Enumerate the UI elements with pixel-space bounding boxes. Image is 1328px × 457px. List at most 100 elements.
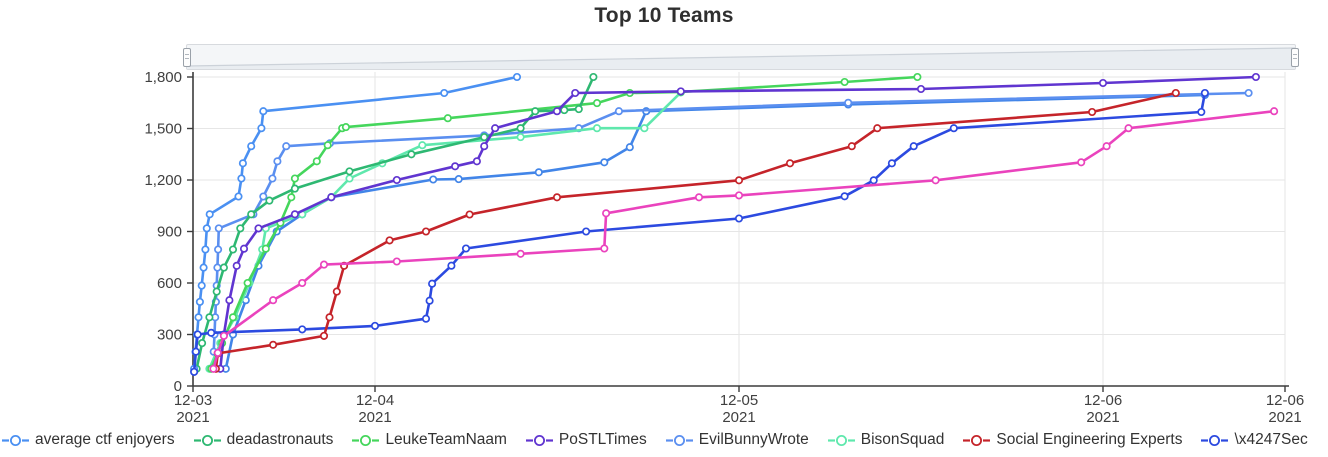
data-point-marker bbox=[228, 245, 238, 254]
data-point-marker bbox=[237, 174, 246, 183]
data-point-marker bbox=[847, 142, 856, 151]
data-point-marker bbox=[1270, 107, 1279, 116]
data-point-marker bbox=[254, 224, 263, 233]
data-point-marker bbox=[552, 193, 562, 202]
data-point-marker bbox=[298, 278, 307, 288]
data-point-marker bbox=[195, 297, 204, 306]
data-point-marker bbox=[190, 367, 199, 376]
data-point-marker bbox=[282, 142, 291, 151]
series-line bbox=[192, 75, 519, 371]
legend-marker-icon bbox=[963, 434, 991, 446]
legend: average ctf enjoyers deadastronauts LeukeT… bbox=[2, 431, 1328, 449]
data-point-marker bbox=[909, 142, 918, 151]
data-point-marker bbox=[392, 257, 401, 266]
legend-label: EvilBunnyWrote bbox=[698, 431, 809, 448]
data-point-marker bbox=[916, 84, 926, 94]
data-point-marker bbox=[429, 175, 438, 184]
data-point-marker bbox=[407, 150, 416, 159]
data-point-marker bbox=[640, 124, 649, 133]
data-point-marker bbox=[345, 174, 354, 183]
data-point-marker bbox=[1098, 78, 1108, 88]
legend-marker-icon bbox=[525, 434, 553, 446]
x-tick-label: 12-06 bbox=[1084, 392, 1122, 409]
data-point-marker bbox=[1077, 158, 1086, 167]
y-tick-label: 1,800 bbox=[144, 69, 182, 86]
data-point-marker bbox=[491, 124, 500, 133]
y-tick-label: 1,500 bbox=[144, 121, 182, 138]
x-tick-label: 12-03 bbox=[174, 392, 212, 409]
data-point-marker bbox=[1200, 88, 1209, 98]
y-tick-label: 0 bbox=[174, 378, 182, 395]
data-point-marker bbox=[193, 330, 202, 339]
range-slider-left-handle[interactable] bbox=[183, 48, 191, 67]
data-point-marker bbox=[1197, 107, 1206, 117]
range-slider-data-shadow bbox=[187, 47, 1295, 69]
data-point-marker bbox=[290, 174, 299, 183]
data-point-marker bbox=[194, 313, 203, 322]
data-point-marker bbox=[582, 227, 591, 236]
data-point-marker bbox=[625, 143, 634, 152]
data-point-marker bbox=[385, 236, 394, 245]
y-tick-label: 300 bbox=[157, 327, 182, 344]
data-point-marker bbox=[1088, 107, 1097, 117]
range-slider-right-handle[interactable] bbox=[1291, 48, 1299, 67]
legend-marker-icon bbox=[2, 434, 29, 446]
legend-label: LeukeTeamNaam bbox=[385, 431, 507, 448]
legend-item[interactable]: average ctf enjoyers bbox=[2, 431, 175, 449]
data-point-marker bbox=[213, 263, 222, 272]
data-point-marker bbox=[913, 72, 922, 82]
range-slider[interactable] bbox=[183, 44, 1299, 70]
legend-marker-icon bbox=[193, 434, 221, 446]
data-point-marker bbox=[516, 124, 525, 133]
data-point-marker bbox=[734, 214, 744, 223]
data-point-marker bbox=[887, 159, 896, 168]
data-point-marker bbox=[257, 124, 266, 133]
data-point-marker bbox=[480, 142, 489, 151]
legend-item[interactable]: Social Engineering Experts bbox=[963, 431, 1182, 449]
data-point-marker bbox=[197, 281, 206, 290]
series-line bbox=[212, 91, 1250, 354]
data-point-marker bbox=[298, 325, 307, 334]
data-point-marker bbox=[600, 158, 609, 167]
data-point-marker bbox=[734, 191, 744, 200]
legend-item[interactable]: BisonSquad bbox=[827, 431, 944, 449]
data-point-marker bbox=[345, 167, 354, 176]
legend-item[interactable]: \x4247Sec bbox=[1201, 431, 1308, 449]
series-line bbox=[192, 91, 1207, 374]
data-point-marker bbox=[785, 159, 795, 168]
data-point-marker bbox=[571, 88, 580, 98]
data-point-marker bbox=[614, 107, 623, 116]
data-point-marker bbox=[516, 249, 525, 258]
data-point-marker bbox=[273, 157, 282, 166]
data-point-marker bbox=[840, 77, 849, 87]
data-point-marker bbox=[232, 261, 241, 270]
data-point-marker bbox=[319, 260, 329, 269]
data-point-marker bbox=[516, 133, 525, 142]
data-point-marker bbox=[261, 244, 270, 253]
data-point-marker bbox=[202, 224, 211, 233]
data-point-marker bbox=[198, 339, 207, 348]
data-point-marker bbox=[844, 98, 853, 107]
legend-item[interactable]: PoSTLTimes bbox=[525, 431, 647, 449]
data-point-marker bbox=[319, 331, 329, 340]
legend-item[interactable]: LeukeTeamNaam bbox=[352, 431, 507, 449]
x-tick-label: 12-06 bbox=[1266, 392, 1304, 409]
x-tick-label-year: 2021 bbox=[176, 409, 209, 426]
data-point-marker bbox=[312, 157, 321, 166]
data-point-marker bbox=[199, 263, 208, 272]
legend-item[interactable]: deadastronauts bbox=[193, 431, 333, 449]
legend-item[interactable]: EvilBunnyWrote bbox=[665, 431, 809, 449]
data-point-marker bbox=[600, 244, 609, 253]
data-point-marker bbox=[234, 192, 243, 201]
data-point-marker bbox=[418, 141, 427, 150]
data-point-marker bbox=[1124, 124, 1133, 133]
data-point-marker bbox=[592, 124, 602, 133]
data-point-marker bbox=[465, 210, 474, 219]
data-point-marker bbox=[574, 105, 583, 114]
data-point-marker bbox=[873, 124, 882, 133]
data-point-marker bbox=[214, 245, 223, 254]
data-point-marker bbox=[512, 72, 522, 82]
data-point-marker bbox=[259, 192, 268, 201]
legend-label: PoSTLTimes bbox=[558, 431, 647, 448]
x-tick-label-year: 2021 bbox=[1086, 409, 1119, 426]
